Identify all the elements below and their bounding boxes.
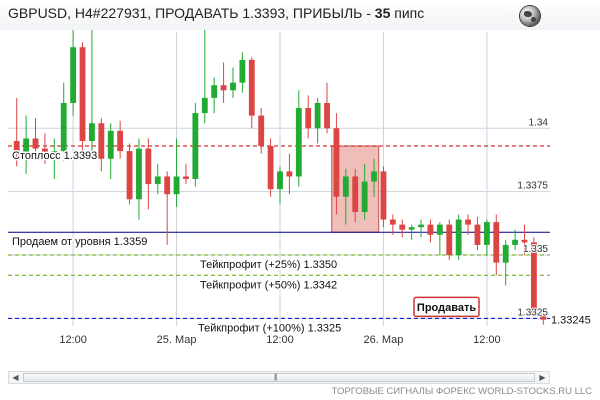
candle-body [474,224,481,245]
chart-title: GBPUSD, H4#227931, ПРОДАВАТЬ 1.3393, ПРИ… [8,5,424,21]
candle-body [164,176,171,195]
candle-body [530,242,537,314]
candle-body [455,219,462,256]
candle-body [239,59,246,83]
candle-body [277,171,283,190]
candle-body [41,148,48,159]
title-prefix: GBPUSD, H4#227931, ПРОДАВАТЬ 1.3393, ПРИ… [8,5,375,21]
level-label-entry: Продаем от уровня 1.3359 [12,236,147,248]
candle-body [314,102,321,129]
candle-body [305,108,312,129]
candle-body [230,82,236,91]
candle-body [286,171,293,177]
footer-credit: ТОРГОВЫЕ СИГНАЛЫ ФОРЕКС WORLD-STOCKS.RU … [331,386,592,397]
scrollbar-thumb[interactable]: ||| [23,373,535,382]
x-tick-label: 12:00 [59,334,87,346]
candle-body [465,219,471,225]
candle-body [380,171,387,220]
candle-body [427,224,434,235]
candle-body [361,181,368,212]
candle-body [399,224,406,230]
y-tick-label: 1.335 [523,244,548,255]
price-chart: Стоплосс 1.3393 Продаем от уровня 1.3359 Т… [8,30,591,346]
globe-icon[interactable] [520,6,540,26]
scroll-left-icon[interactable]: ◀ [12,373,19,382]
level-label-tp25: Тейкпрофит (+25%) 1.3350 [200,259,337,271]
x-tick-label: 12:00 [473,334,501,346]
x-tick-label: 25. Мар [157,334,197,346]
level-label-tp50: Тейкпрофит (+50%) 1.3342 [200,279,337,291]
candle-body [418,224,424,228]
candle-body [183,176,189,179]
candle-body [267,146,274,190]
candle-body [70,47,77,103]
candle-body [436,224,443,235]
candle-body [107,130,114,159]
candle-body [324,102,330,129]
candle-body [493,222,500,263]
candle-body [248,59,255,116]
candle-body [220,85,227,91]
candle-body [446,224,453,256]
candle-body [145,148,152,185]
candle-body [483,222,490,245]
candle-body [23,138,30,154]
candle-body [154,176,161,185]
candle-body [389,219,396,225]
title-suffix: пипс [390,5,425,21]
candle-body [60,102,67,152]
candle-body [540,313,547,320]
candle-body [192,113,199,179]
candle-body [512,239,519,245]
candle-body [201,97,208,114]
candle-body [173,176,180,195]
candle-body [211,85,218,98]
candle-body [51,151,58,159]
current-price-label: 1.33245 [551,315,591,327]
candle-body [136,148,142,200]
candle-body [258,115,265,147]
profit-value: 35 [374,5,391,21]
candle-body [502,244,509,263]
scroll-right-icon[interactable]: ▶ [539,373,546,382]
candle-body [371,171,377,182]
x-tick-label: 26. Мар [364,334,404,346]
y-tick-label: 1.3375 [517,181,548,192]
candle-body [126,151,133,200]
candle-body [295,108,302,177]
candle-body [98,123,105,159]
chart-header: GBPUSD, H4#227931, ПРОДАВАТЬ 1.3393, ПРИ… [0,0,600,30]
y-tick-label: 1.34 [529,117,549,128]
y-tick-label: 1.3325 [517,307,548,318]
sell-badge [413,296,480,318]
horizontal-scrollbar[interactable]: ◀ ||| ▶ [8,371,550,384]
candle-body [408,227,415,230]
candle-body [521,239,528,243]
candle-body [117,130,124,152]
candle-body [89,123,95,141]
level-label-stoploss: Стоплосс 1.3393 [12,150,97,162]
grip-icon: ||| [274,374,278,381]
sell-badge-label: Продавать [417,302,476,314]
candle-body [32,138,39,149]
candle-body [13,140,20,154]
candle-body [342,176,349,197]
candle-body [352,176,359,212]
level-label-tp100: Тейкпрофит (+100%) 1.3325 [198,322,341,334]
candle-body [79,47,86,141]
candle-body [333,128,340,197]
x-tick-label: 12:00 [266,334,294,346]
